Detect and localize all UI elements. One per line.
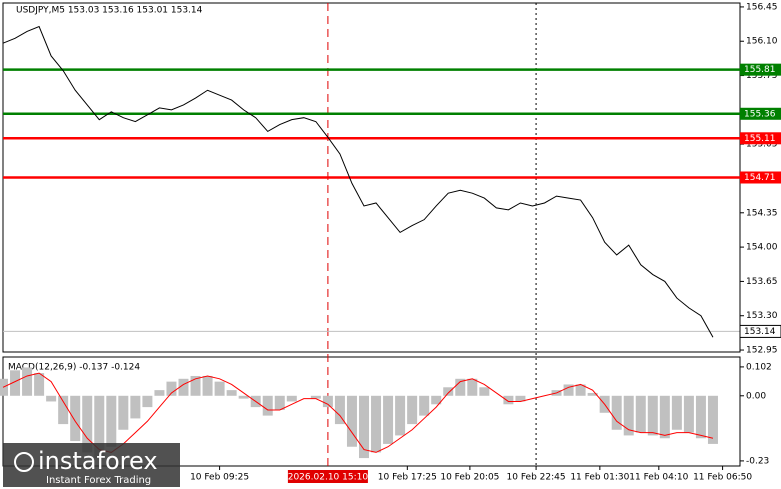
histogram-bar	[683, 395, 694, 433]
level-label-box	[740, 63, 781, 76]
histogram-bar	[395, 395, 406, 436]
y-tick-label: 156.10	[746, 37, 778, 47]
histogram-bar	[274, 395, 285, 410]
last-price-label: 153.14	[744, 327, 776, 337]
histogram-bar	[707, 395, 718, 444]
y-tick-label: 152.95	[746, 346, 778, 356]
histogram-bar	[455, 378, 466, 396]
last-price-box	[739, 324, 781, 338]
histogram-bar	[82, 395, 93, 453]
x-tick-label: 10 Feb 17:25	[378, 473, 437, 483]
level-label: 155.11	[744, 134, 776, 144]
chart-title: USDJPY,M5 153.03 153.16 153.01 153.14	[16, 6, 203, 16]
level-label: 154.71	[744, 173, 776, 183]
price-line	[2, 25, 714, 338]
x-tick-label: 11 Feb 04:10	[629, 473, 688, 483]
x-tick-label: 11 Feb 06:50	[693, 473, 752, 483]
histogram-bar	[34, 373, 45, 396]
histogram-bar	[623, 395, 634, 436]
level-label: 155.36	[744, 109, 776, 119]
crosshair-label: 2026.02.10 15:10	[288, 473, 369, 483]
logo: instaforex Instant Forex Trading	[3, 443, 180, 487]
histogram-bar	[575, 384, 586, 396]
logo-brand: instaforex	[38, 447, 158, 475]
histogram-bar	[142, 395, 153, 408]
histogram-bar	[407, 395, 418, 425]
level-label: 155.81	[744, 65, 776, 75]
histogram-bar	[58, 395, 69, 425]
histogram-bar	[467, 378, 478, 396]
histogram-bar	[214, 381, 225, 396]
histogram-bar	[419, 395, 430, 416]
histogram-bar	[46, 395, 57, 402]
histogram-bar	[431, 395, 442, 405]
y-tick-label: 153.30	[746, 311, 778, 321]
histogram-bar	[563, 384, 574, 396]
histogram-bar	[479, 387, 490, 396]
histogram-bar	[10, 370, 21, 396]
histogram-bar	[226, 390, 237, 396]
y-tick-label: 0.102	[746, 362, 772, 372]
histogram-bar	[190, 375, 201, 396]
histogram-bar	[118, 395, 129, 430]
y-tick-label: 153.65	[746, 277, 778, 287]
histogram-bar	[262, 395, 273, 416]
histogram-bar	[154, 390, 165, 396]
histogram-bar	[659, 395, 670, 439]
x-tick-label: 11 Feb 01:30	[570, 473, 629, 483]
y-tick-label: 154.00	[746, 243, 778, 253]
histogram-bar	[286, 395, 297, 402]
histogram-bar	[671, 395, 682, 430]
histogram-bar	[346, 395, 357, 447]
logo-icon	[14, 452, 34, 472]
histogram-bar	[310, 395, 321, 399]
histogram-bar	[130, 395, 141, 419]
histogram-bar	[166, 381, 177, 396]
histogram-bar	[695, 395, 706, 439]
y-tick-label: 155.75	[746, 71, 778, 81]
y-tick-label: 0.00	[746, 391, 766, 401]
level-label-box	[740, 132, 781, 145]
histogram-bar	[202, 375, 213, 396]
histogram-bar	[359, 395, 369, 459]
histogram-bar	[383, 395, 394, 444]
y-tick-label: 156.45	[746, 2, 778, 12]
macd-title: MACD(12,26,9) -0.137 -0.124	[8, 363, 140, 373]
y-tick-label: -0.23	[746, 456, 769, 466]
histogram-bar	[70, 395, 81, 442]
crosshair-label-box	[287, 470, 368, 483]
histogram-bar	[503, 395, 514, 405]
y-tick-label: 155.05	[746, 140, 778, 150]
histogram-bar	[106, 395, 117, 447]
histogram-bar	[178, 378, 189, 396]
histogram-bar	[22, 367, 33, 396]
histogram-bar	[94, 395, 105, 459]
x-tick-label: 10 Feb 22:45	[507, 473, 566, 483]
macd-frame	[2, 356, 741, 467]
histogram-bar	[515, 395, 526, 402]
histogram-bar	[611, 395, 622, 430]
histogram-bar	[371, 395, 382, 453]
logo-tagline: Instant Forex Trading	[46, 475, 151, 486]
histogram-bar	[587, 392, 598, 396]
y-tick-label: 154.35	[746, 208, 778, 218]
x-tick-label: 10 Feb 20:05	[440, 473, 499, 483]
histogram-bar	[647, 395, 658, 436]
histogram-bar	[635, 395, 646, 433]
level-label-box	[740, 171, 781, 184]
histogram-bar	[443, 387, 454, 396]
histogram-bar	[322, 395, 333, 408]
level-label-box	[740, 107, 781, 120]
histogram-bar	[334, 395, 345, 425]
histogram-bar	[238, 395, 249, 399]
x-tick-label: 10 Feb 09:25	[190, 473, 249, 483]
